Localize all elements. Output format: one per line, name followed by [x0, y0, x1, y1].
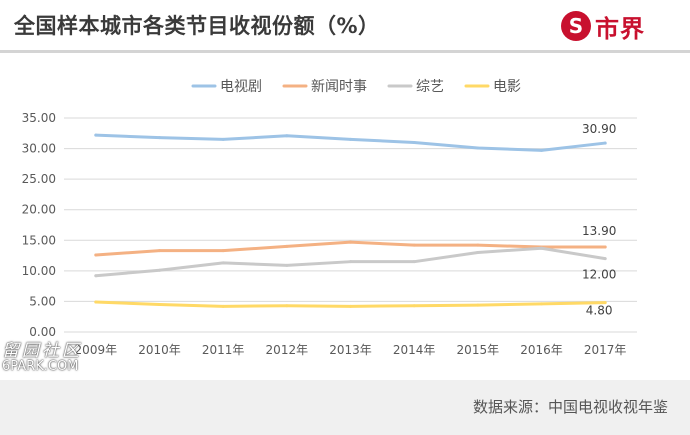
line-chart: 0.00 5.00 10.00 15.00 20.00 25.00 30.00 35.00 20…	[22, 79, 637, 357]
data-point	[94, 300, 98, 304]
x-tick-label: 2016年	[520, 343, 563, 357]
page-title: 全国样本城市各类节目收视份额（%）	[14, 14, 380, 38]
x-tick-label: 2012年	[266, 343, 309, 357]
data-point	[603, 257, 607, 261]
legend-label: 综艺	[416, 79, 444, 95]
y-tick-label: 5.00	[29, 294, 56, 308]
x-tick-label: 2014年	[393, 343, 436, 357]
watermark-line1: 留园社区	[2, 341, 82, 361]
data-point	[540, 246, 543, 250]
data-point	[221, 261, 225, 265]
y-tick-label: 20.00	[22, 203, 56, 217]
header-divider	[0, 50, 690, 53]
data-point	[412, 243, 416, 247]
data-point	[603, 141, 607, 145]
data-point	[221, 137, 225, 141]
y-tick-label: 10.00	[22, 264, 56, 278]
data-point	[285, 244, 289, 248]
end-data-label: 30.90	[582, 122, 616, 136]
y-tick-label: 35.00	[22, 111, 56, 125]
data-point	[540, 302, 543, 306]
data-point	[221, 304, 225, 308]
end-data-label: 13.90	[582, 224, 616, 238]
data-point	[603, 245, 607, 249]
legend-label: 电影	[493, 79, 521, 95]
data-point	[158, 249, 161, 253]
data-point	[540, 148, 543, 152]
x-tick-label: 2011年	[202, 343, 245, 357]
data-point	[285, 134, 289, 138]
logo-text: 市界	[595, 14, 645, 43]
y-tick-label: 30.00	[22, 142, 56, 156]
data-point	[349, 137, 352, 141]
end-data-label: 12.00	[582, 268, 616, 282]
x-tick-label: 2009年	[75, 343, 118, 357]
data-point	[476, 251, 480, 255]
data-point	[349, 260, 352, 264]
legend-label: 新闻时事	[311, 79, 367, 95]
brand-logo: S 市界	[561, 8, 645, 44]
data-point	[158, 136, 161, 140]
data-point	[94, 274, 98, 278]
data-point	[158, 268, 161, 272]
data-point	[158, 302, 161, 306]
data-point	[603, 301, 607, 305]
y-tick-label: 25.00	[22, 172, 56, 186]
data-point	[285, 263, 289, 267]
data-point	[412, 260, 416, 264]
data-point	[285, 304, 289, 308]
chart-container: 0.00 5.00 10.00 15.00 20.00 25.00 30.00 35.00 20…	[0, 54, 690, 380]
data-point	[94, 253, 98, 257]
x-tick-label: 2015年	[457, 343, 500, 357]
data-point	[476, 243, 480, 247]
data-point	[476, 303, 480, 307]
data-point	[476, 146, 480, 150]
legend-label: 电视剧	[220, 79, 262, 95]
footer-bar: 数据来源：中国电视收视年鉴	[0, 380, 690, 435]
site-watermark: 留园社区 6PARK.COM	[2, 336, 82, 374]
x-tick-label: 2010年	[138, 343, 181, 357]
data-point	[94, 133, 98, 137]
y-tick-label: 15.00	[22, 233, 56, 247]
data-point	[349, 304, 352, 308]
data-point	[412, 304, 416, 308]
data-source: 数据来源：中国电视收视年鉴	[472, 398, 668, 416]
watermark-line2: 6PARK.COM	[2, 359, 79, 374]
x-tick-label: 2017年	[584, 343, 627, 357]
y-tick-label: 0.00	[29, 325, 56, 339]
data-point	[412, 140, 416, 144]
x-tick-label: 2013年	[329, 343, 372, 357]
logo-badge-icon: S	[561, 11, 591, 41]
header: 全国样本城市各类节目收视份额（%） S 市界	[0, 0, 690, 52]
data-point	[221, 249, 225, 253]
end-data-label: 4.80	[586, 304, 613, 318]
data-point	[349, 240, 352, 244]
